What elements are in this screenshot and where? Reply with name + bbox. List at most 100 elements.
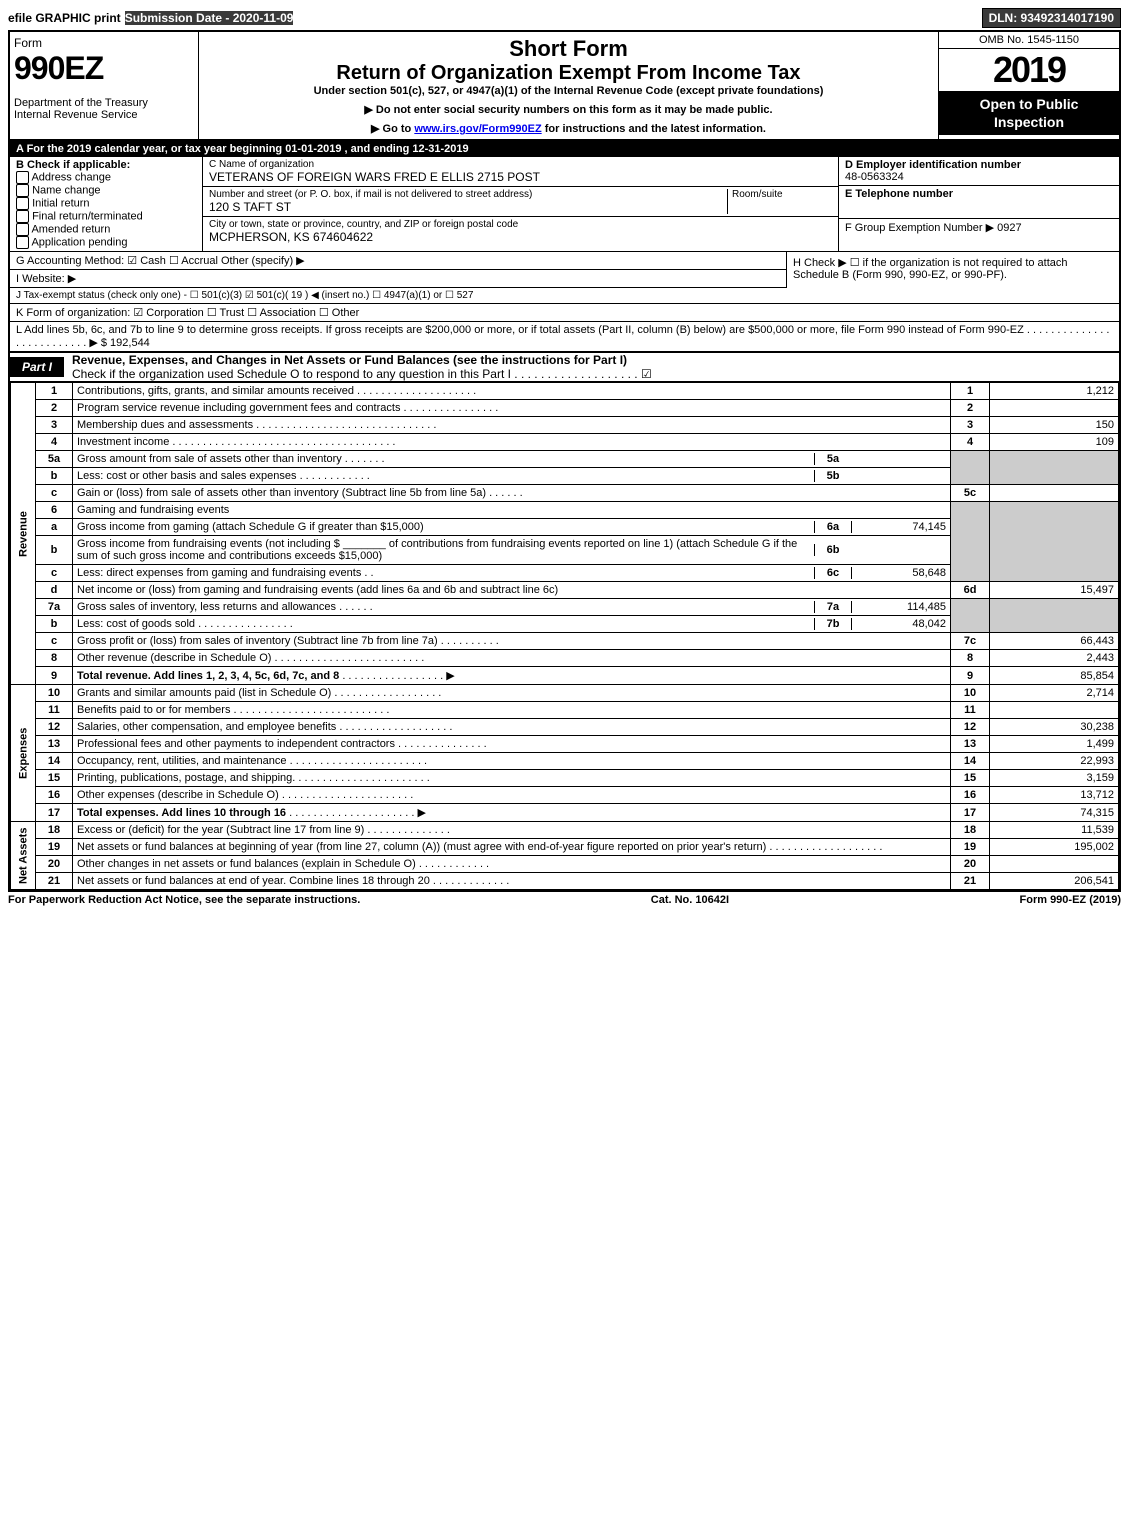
ln-5c-rn: 5c [951, 485, 990, 502]
ln-5a-sub: 5a [814, 453, 851, 465]
side-net-assets: Net Assets [11, 822, 36, 890]
ln-7a-sub: 7a [814, 601, 851, 613]
ln-15-rn: 15 [951, 770, 990, 787]
ln-6-num: 6 [36, 502, 73, 519]
ln-4-desc: Investment income . . . . . . . . . . . … [73, 434, 951, 451]
opt-address: Address change [31, 171, 111, 183]
ln-7b-desc: Less: cost of goods sold . . . . . . . .… [73, 616, 951, 633]
org-city: MCPHERSON, KS 674604622 [209, 230, 832, 244]
chk-initial-return[interactable]: Initial return [16, 197, 196, 210]
ln-6b-desc: Gross income from fundraising events (no… [73, 536, 951, 565]
part1-header: Part I Revenue, Expenses, and Changes in… [10, 351, 1119, 382]
tax-year: 2019 [939, 49, 1119, 91]
ln-19-desc: Net assets or fund balances at beginning… [73, 839, 951, 856]
ln-16-num: 16 [36, 787, 73, 804]
goto-pre: ▶ Go to [371, 123, 414, 135]
addr-label: Number and street (or P. O. box, if mail… [209, 189, 727, 200]
ln-8-desc: Other revenue (describe in Schedule O) .… [73, 650, 951, 667]
ln-6b-num: b [36, 536, 73, 565]
main-title: Return of Organization Exempt From Incom… [207, 62, 930, 85]
ln-5c-desc: Gain or (loss) from sale of assets other… [73, 485, 951, 502]
ln-5c-num: c [36, 485, 73, 502]
ln-3-rn: 3 [951, 417, 990, 434]
ln-6c-desc: Less: direct expenses from gaming and fu… [73, 565, 951, 582]
room-label: Room/suite [727, 189, 832, 214]
ln-4-num: 4 [36, 434, 73, 451]
row-k: K Form of organization: ☑ Corporation ☐ … [10, 304, 1119, 322]
goto-post: for instructions and the latest informat… [542, 123, 766, 135]
ln-17-rn: 17 [951, 804, 990, 822]
irs-link[interactable]: www.irs.gov/Form990EZ [414, 123, 541, 135]
ln-17-desc: Total expenses. Add lines 10 through 16 … [73, 804, 951, 822]
ln-11-num: 11 [36, 702, 73, 719]
period-row: A For the 2019 calendar year, or tax yea… [10, 141, 1119, 157]
chk-address-change[interactable]: Address change [16, 171, 196, 184]
opt-initial: Initial return [32, 197, 89, 209]
row-l: L Add lines 5b, 6c, and 7b to line 9 to … [10, 322, 1119, 351]
ln-21-desc: Net assets or fund balances at end of ye… [73, 873, 951, 890]
dln-label: DLN: 93492314017190 [982, 8, 1121, 28]
org-name: VETERANS OF FOREIGN WARS FRED E ELLIS 27… [209, 170, 832, 184]
submission-date-button[interactable]: Submission Date - 2020-11-09 [125, 11, 294, 25]
grey-7 [951, 599, 990, 633]
ln-9-amt: 85,854 [990, 667, 1119, 685]
ln-2-amt [990, 400, 1119, 417]
part1-title: Revenue, Expenses, and Changes in Net As… [72, 353, 627, 367]
ln-6c-sa: 58,648 [851, 567, 950, 579]
ein-value: 48-0563324 [845, 171, 1113, 183]
ln-1-rn: 1 [951, 383, 990, 400]
ln-9-rn: 9 [951, 667, 990, 685]
opt-name: Name change [32, 184, 101, 196]
ln-7a-sa: 114,485 [851, 601, 950, 613]
chk-application-pending[interactable]: Application pending [16, 236, 196, 249]
ln-1-desc: Contributions, gifts, grants, and simila… [73, 383, 951, 400]
ln-11-desc: Benefits paid to or for members . . . . … [73, 702, 951, 719]
grey-5 [951, 451, 990, 485]
chk-amended-return[interactable]: Amended return [16, 223, 196, 236]
ln-9-num: 9 [36, 667, 73, 685]
ln-8-num: 8 [36, 650, 73, 667]
ln-14-num: 14 [36, 753, 73, 770]
ln-13-amt: 1,499 [990, 736, 1119, 753]
c-label: C Name of organization [209, 159, 832, 170]
box-d: D Employer identification number 48-0563… [838, 157, 1119, 251]
footer-left: For Paperwork Reduction Act Notice, see … [8, 894, 360, 906]
ln-6a-desc: Gross income from gaming (attach Schedul… [73, 519, 951, 536]
ln-13-desc: Professional fees and other payments to … [73, 736, 951, 753]
chk-final-return[interactable]: Final return/terminated [16, 210, 196, 223]
ln-6d-desc: Net income or (loss) from gaming and fun… [73, 582, 951, 599]
ln-7b-sub: 7b [814, 618, 851, 630]
ln-9-desc: Total revenue. Add lines 1, 2, 3, 4, 5c,… [73, 667, 951, 685]
efile-button[interactable]: efile GRAPHIC print [8, 11, 121, 25]
ln-15-amt: 3,159 [990, 770, 1119, 787]
ln-3-amt: 150 [990, 417, 1119, 434]
lines-table: Revenue 1 Contributions, gifts, grants, … [10, 382, 1119, 890]
ln-20-num: 20 [36, 856, 73, 873]
ln-20-rn: 20 [951, 856, 990, 873]
ln-21-rn: 21 [951, 873, 990, 890]
ln-10-num: 10 [36, 685, 73, 702]
ln-4-rn: 4 [951, 434, 990, 451]
ln-14-desc: Occupancy, rent, utilities, and maintena… [73, 753, 951, 770]
dept-label: Department of the Treasury [14, 97, 194, 109]
ln-6d-num: d [36, 582, 73, 599]
grey-6 [951, 502, 990, 582]
ln-20-desc: Other changes in net assets or fund bala… [73, 856, 951, 873]
opt-amended: Amended return [31, 223, 110, 235]
ln-3-num: 3 [36, 417, 73, 434]
ln-5b-sub: 5b [814, 470, 851, 482]
ln-6-desc: Gaming and fundraising events [73, 502, 951, 519]
ln-6b-sub: 6b [814, 544, 851, 556]
ln-10-rn: 10 [951, 685, 990, 702]
ln-7b-sa: 48,042 [851, 618, 950, 630]
ln-15-num: 15 [36, 770, 73, 787]
chk-name-change[interactable]: Name change [16, 184, 196, 197]
info-grid: B Check if applicable: Address change Na… [10, 157, 1119, 252]
ln-1-amt: 1,212 [990, 383, 1119, 400]
ln-8-rn: 8 [951, 650, 990, 667]
ln-5b-desc: Less: cost or other basis and sales expe… [73, 468, 951, 485]
grey-5-amt [990, 451, 1119, 485]
ln-2-num: 2 [36, 400, 73, 417]
warning-ssn: ▶ Do not enter social security numbers o… [207, 103, 930, 116]
form-word: Form [14, 36, 194, 50]
